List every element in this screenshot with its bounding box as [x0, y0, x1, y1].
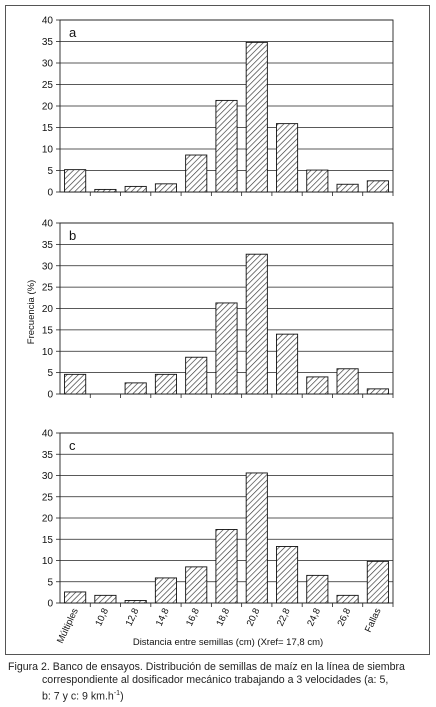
y-tick-label: 30	[42, 261, 54, 272]
bar-a-2	[124, 185, 147, 193]
y-tick-label: 15	[42, 535, 54, 546]
y-tick-label: 40	[42, 16, 54, 27]
bar-c-0	[64, 591, 87, 604]
y-tick-label: 20	[42, 102, 54, 113]
bar-c-10	[366, 560, 389, 604]
bar-c-1	[94, 594, 117, 604]
bar-c-7	[276, 546, 299, 604]
y-tick-label: 25	[42, 283, 54, 294]
bar-a-9	[336, 183, 359, 193]
y-tick-label: 40	[42, 219, 54, 230]
caption-end: )	[120, 690, 124, 703]
bar-c-6	[245, 472, 268, 604]
panel-label: b	[69, 228, 76, 243]
bar-b-4	[185, 356, 208, 395]
y-tick-label: 35	[42, 450, 54, 461]
caption-line-3: b: 7 y c: 9 km.h	[42, 690, 114, 703]
caption-line-1: Figura 2. Banco de ensayos. Distribución…	[8, 661, 405, 673]
bar-b-9	[336, 368, 359, 395]
y-tick-label: 25	[42, 80, 54, 91]
chart-panel-a: 0 5 10 15 20 25 30 35 40 a	[42, 16, 394, 199]
y-tick-label: 0	[47, 599, 53, 610]
bar-c-2	[124, 600, 147, 604]
figure-frame	[5, 5, 430, 655]
bar-b-6	[245, 253, 268, 395]
y-tick-label: 0	[47, 390, 53, 401]
bar-b-0	[64, 373, 87, 395]
y-tick-label: 40	[42, 429, 54, 440]
bar-b-2	[124, 382, 147, 395]
bar-chart-figure: 0 5 10 15 20 25 30 35 40 a 0 5 10 15 20 25 30 35 40 b 0 5 10 15…	[26, 16, 394, 648]
bar-a-1	[94, 188, 117, 193]
y-tick-label: 5	[47, 166, 53, 177]
y-tick-label: 25	[42, 492, 54, 503]
y-tick-label: 35	[42, 37, 54, 48]
chart-panel-b: 0 5 10 15 20 25 30 35 40 b	[42, 219, 394, 401]
y-tick-label: 20	[42, 304, 54, 315]
y-tick-label: 5	[47, 577, 53, 588]
y-tick-label: 0	[47, 188, 53, 199]
bar-a-5	[215, 99, 238, 193]
bar-a-0	[64, 169, 87, 193]
bar-a-8	[306, 169, 329, 193]
y-tick-label: 5	[47, 368, 53, 379]
bar-b-8	[306, 376, 329, 395]
caption-superscript: -1	[113, 690, 121, 697]
bar-b-5	[215, 302, 238, 395]
bar-a-10	[366, 180, 389, 193]
bar-b-7	[276, 333, 299, 395]
bar-c-5	[215, 529, 238, 604]
panel-label: c	[69, 438, 76, 453]
bar-b-3	[154, 373, 177, 395]
y-tick-label: 30	[42, 471, 54, 482]
caption-line-2: correspondiente al dosificador mecánico …	[42, 674, 389, 686]
figure: 0 5 10 15 20 25 30 35 40 a 0 5 10 15 20 25 30 35 40 b 0 5 10 15…	[5, 5, 430, 655]
panel-label: a	[69, 25, 77, 40]
y-tick-label: 20	[42, 514, 54, 525]
y-tick-label: 15	[42, 325, 54, 336]
bar-a-3	[154, 183, 177, 193]
bar-c-3	[154, 577, 177, 604]
y-axis-label: Frecuencia (%)	[26, 280, 37, 344]
y-tick-label: 10	[42, 556, 54, 567]
y-tick-label: 35	[42, 240, 54, 251]
bar-b-10	[366, 388, 389, 395]
figure-caption: Figura 2. Banco de ensayos. Distribución…	[8, 661, 436, 704]
bar-a-7	[276, 123, 299, 193]
bar-a-4	[185, 154, 208, 193]
bar-c-8	[306, 574, 329, 604]
y-tick-label: 15	[42, 123, 54, 134]
bar-c-4	[185, 566, 208, 604]
bar-c-9	[336, 594, 359, 604]
y-tick-label: 10	[42, 347, 54, 358]
y-tick-label: 30	[42, 59, 54, 70]
x-axis-label: Distancia entre semillas (cm) (Xref= 17,…	[133, 637, 323, 648]
y-tick-label: 10	[42, 145, 54, 156]
bar-a-6	[245, 41, 268, 193]
